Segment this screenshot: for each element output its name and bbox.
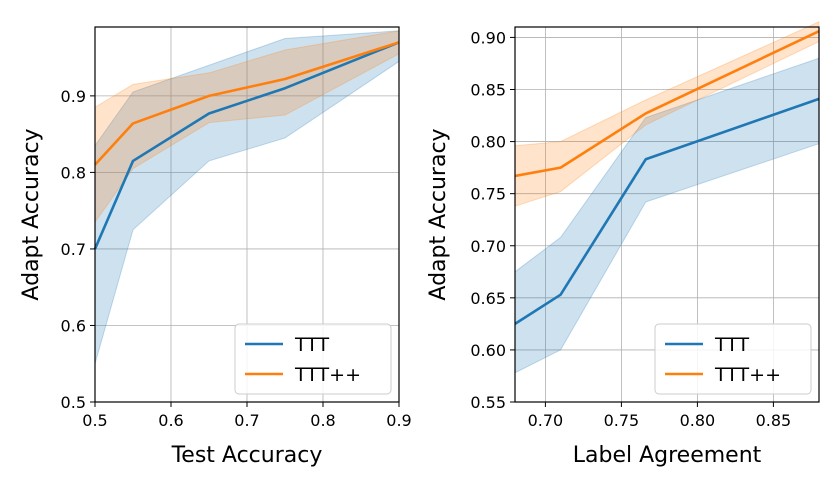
y-tick-label: 0.7	[61, 240, 86, 259]
y-tick-label: 0.75	[470, 185, 506, 204]
x-tick-label: 0.85	[756, 411, 792, 430]
x-tick-label: 0.75	[604, 411, 640, 430]
x-tick-label: 0.6	[158, 411, 183, 430]
y-tick-label: 0.9	[61, 87, 86, 106]
y-tick-label: 0.90	[470, 28, 506, 47]
series-line-ttt++	[514, 29, 820, 178]
series-line-ttt++	[94, 41, 400, 166]
y-tick-label: 0.70	[470, 237, 506, 256]
series-line-ttt	[514, 97, 820, 325]
series-line-ttt	[93, 41, 400, 250]
y-tick-label: 0.5	[61, 393, 86, 412]
x-tick-label: 0.5	[82, 411, 107, 430]
y-tick-label: 0.80	[470, 133, 506, 152]
legend-label-ttt++: TTT++	[714, 364, 781, 386]
y-tick-label: 0.65	[470, 289, 506, 308]
chart-1: 0.5 0.6 0.7 0.8 0.9 0.5 0.6 0.7 0.8 0.9 Test Accur…	[19, 26, 412, 468]
legend-box	[234, 323, 392, 395]
axes-frame	[514, 26, 820, 403]
chart-2: 0.70 0.75 0.80 0.85 0.55 0.60 0.65 0.70 0.75 0.80…	[426, 21, 820, 468]
y-axis-label: Adapt Accuracy	[426, 128, 451, 300]
legend-label-ttt: TTT	[294, 334, 330, 356]
x-tick-label: 0.80	[680, 411, 716, 430]
x-axis-label: Test Accuracy	[171, 443, 323, 468]
y-axis-label: Adapt Accuracy	[19, 128, 44, 300]
x-axis-label: Label Agreement	[573, 443, 762, 468]
x-tick-label: 0.9	[386, 411, 411, 430]
y-tick-label: 0.55	[470, 393, 506, 412]
legend: TTT TTT++	[654, 323, 812, 395]
y-tick-label: 0.8	[61, 163, 86, 182]
y-tick-label: 0.6	[61, 316, 86, 335]
x-tick-label: 0.7	[234, 411, 259, 430]
legend: TTT TTT++	[234, 323, 392, 395]
y-tick-label: 0.85	[470, 81, 506, 100]
legend-box	[654, 323, 812, 395]
y-tick-label: 0.60	[470, 341, 506, 360]
legend-label-ttt: TTT	[714, 334, 750, 356]
legend-label-ttt++: TTT++	[294, 364, 361, 386]
x-tick-label: 0.70	[528, 411, 564, 430]
x-tick-label: 0.8	[310, 411, 335, 430]
